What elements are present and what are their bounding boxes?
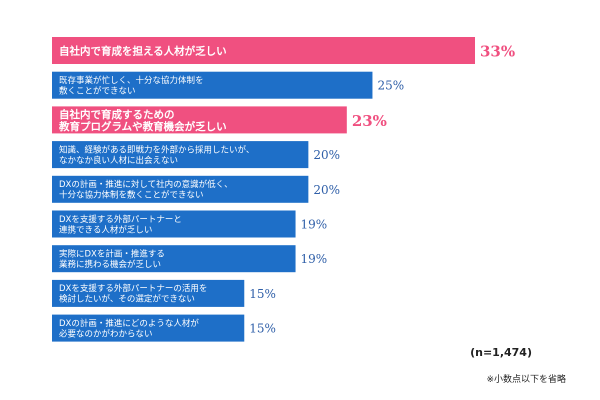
category-label-7: 実際にDXを計画・推進する業務に携わる機会が乏しい — [59, 248, 165, 270]
category-label-3: 自社内で育成するための教育プログラムや教育機会が乏しい — [58, 108, 227, 133]
bar-7 — [52, 245, 296, 273]
category-label-1: 自社内で育成を担える人材が乏しい — [59, 45, 227, 58]
value-label-1: 33% — [480, 43, 515, 61]
category-label-9: DXの計画・推進にどのような人材が必要なのかがわからない — [59, 318, 199, 340]
value-label-2: 25% — [377, 79, 404, 93]
bar-5 — [52, 175, 309, 203]
category-label-4: 知識、経験がある即戦力を外部から採用したいが、なかなか良い人材に出会えない — [59, 144, 254, 166]
category-label-5: DXの計画・推進に対して社内の意識が低く、十分な協力体制を敷くことができない — [59, 179, 233, 201]
category-label-6: DXを支援する外部パートナーと連携できる人材が乏しい — [59, 214, 182, 236]
rounding-note: ※小数点以下を省略 — [486, 375, 566, 385]
value-label-9: 15% — [249, 322, 276, 336]
bar-9 — [52, 314, 245, 342]
value-label-5: 20% — [313, 183, 340, 197]
bar-3 — [52, 106, 347, 134]
value-label-3: 23% — [352, 112, 387, 130]
value-label-6: 19% — [301, 218, 328, 232]
bar-8 — [52, 279, 245, 307]
bar-2 — [52, 71, 373, 99]
sample-size-note: (n=1,474) — [470, 346, 532, 359]
category-label-8: DXを支援する外部パートナーの活用を検討したいが、その選定ができない — [59, 283, 207, 305]
bar-4 — [52, 141, 309, 169]
value-label-8: 15% — [249, 287, 276, 301]
bar-1 — [52, 37, 475, 64]
category-label-2: 既存事業が忙しく、十分な協力体制を敷くことができない — [59, 75, 204, 97]
value-label-4: 20% — [313, 148, 340, 162]
bar-6 — [52, 210, 296, 238]
value-label-7: 19% — [301, 252, 328, 266]
